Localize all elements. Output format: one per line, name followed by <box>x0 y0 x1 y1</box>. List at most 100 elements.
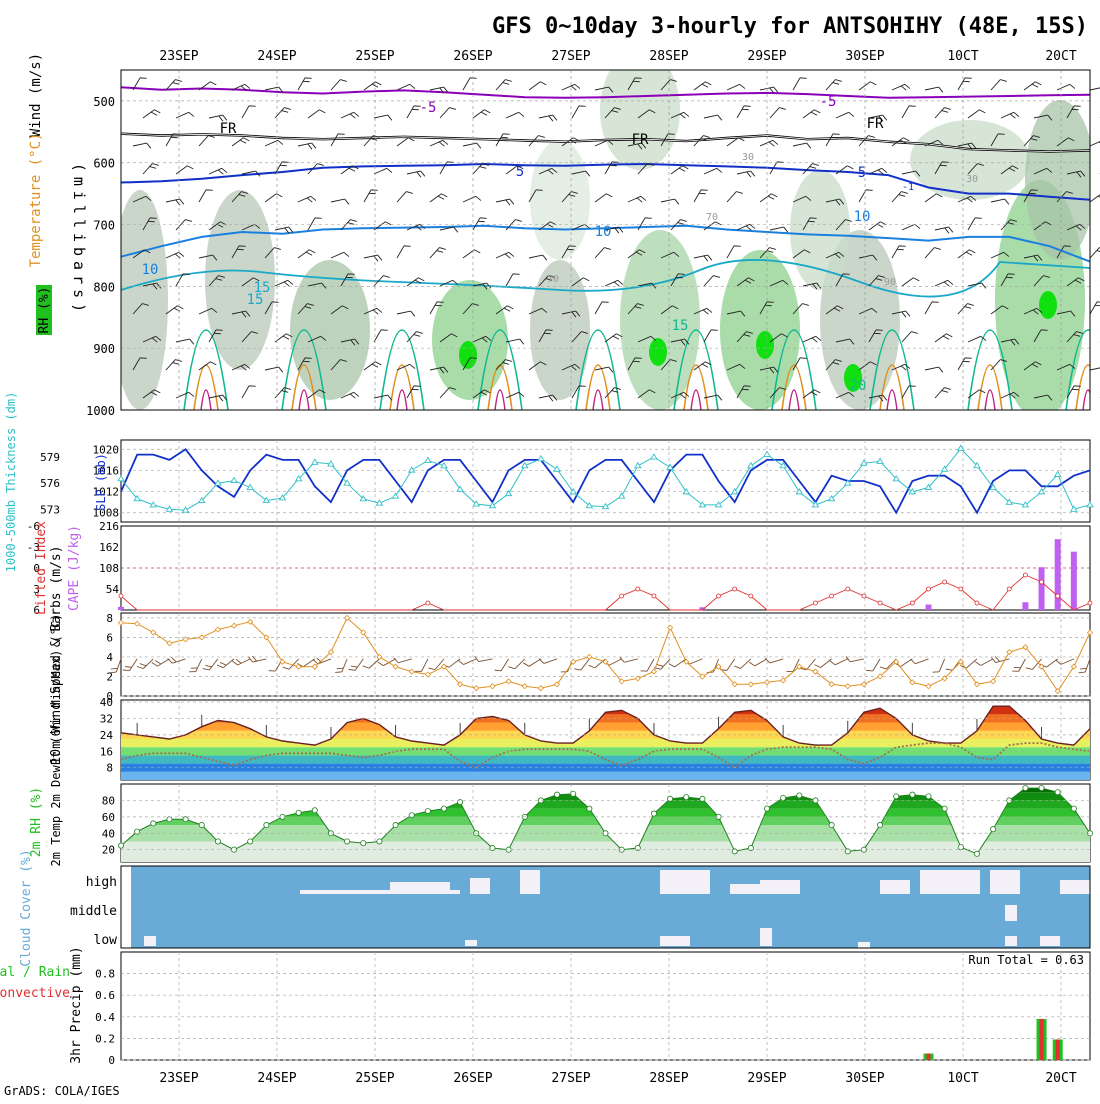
barb-staff <box>397 192 406 202</box>
barb-flag <box>849 111 854 118</box>
cape-ytick: 216 <box>99 520 119 533</box>
barb-staff <box>529 659 541 666</box>
barb-staff <box>342 659 347 672</box>
barb-flag <box>187 164 193 171</box>
barb-staff <box>479 659 493 662</box>
barb-staff <box>506 112 519 118</box>
wind-speed-point <box>845 684 850 689</box>
barb-flag <box>381 327 388 333</box>
barb-flag <box>579 103 586 109</box>
barb-flag <box>282 159 289 165</box>
surface-wind-barb <box>495 656 509 674</box>
barb-flag <box>217 663 223 670</box>
temperature-ytick: 40 <box>100 696 113 709</box>
barb-staff <box>130 659 138 671</box>
barb-flag <box>441 192 447 199</box>
rh-point <box>942 806 947 811</box>
barb-flag <box>944 385 950 391</box>
upper-wind-barb <box>694 80 711 95</box>
barb-staff <box>529 255 543 258</box>
precip-legend-total: Total / Rain <box>0 965 70 980</box>
rh-point <box>441 806 446 811</box>
cloud-level-label: middle <box>70 904 117 919</box>
barb-staff <box>473 110 484 118</box>
contour-label: 10 <box>595 224 612 240</box>
rh-ytick: 60 <box>102 811 115 824</box>
isotherm-25 <box>887 390 897 410</box>
barb-flag <box>245 83 250 90</box>
barb-flag <box>406 189 412 195</box>
rh-point <box>118 843 123 848</box>
upper-wind-barb <box>341 217 357 234</box>
rh-point <box>877 822 882 827</box>
contour-label: -1 <box>902 182 914 193</box>
barb-flag <box>152 161 158 167</box>
upper-wind-barb <box>694 187 708 205</box>
upper-wind-barb <box>166 251 184 263</box>
rh-point <box>910 792 915 797</box>
upper-wind-barb <box>925 366 943 375</box>
barb-staff <box>902 278 913 286</box>
upper-wind-barb <box>1001 111 1019 123</box>
temperature-axis-label: 2m Temp 2m DewPt (6hr Min/Max) (°C) <box>49 614 63 867</box>
wind-speed-point <box>490 684 495 689</box>
thickness-point <box>877 458 883 463</box>
barb-staff <box>529 82 540 90</box>
upper-wind-barb <box>727 189 743 206</box>
barb-staff <box>232 138 243 146</box>
upper-wind-barb <box>1090 245 1100 262</box>
barb-staff <box>925 302 932 314</box>
upper-wind-barb <box>1090 86 1100 95</box>
barb-staff <box>374 168 387 174</box>
rh-point <box>554 792 559 797</box>
barb-staff <box>793 78 800 90</box>
upper-wind-barb <box>826 131 840 149</box>
barb-flag <box>707 307 712 314</box>
barb-flag <box>939 366 943 372</box>
wind-speed-point <box>1007 650 1012 655</box>
date-label-bottom: 20CT <box>1045 1071 1076 1086</box>
barb-flag <box>866 187 873 193</box>
rh-point <box>587 806 592 811</box>
barb-staff <box>1090 140 1100 146</box>
date-label-bottom: 30SEP <box>845 1071 884 1086</box>
barb-staff <box>581 659 589 670</box>
rh-axis-label: RH (%) <box>37 287 52 334</box>
upper-wind-barb <box>275 279 293 291</box>
barb-staff <box>298 250 309 258</box>
barb-staff <box>496 80 505 90</box>
surface-wind-barb <box>415 656 428 674</box>
barb-staff <box>835 659 848 665</box>
upper-wind-barb <box>859 187 873 205</box>
slp-axis-label: SLP (mb) <box>94 453 108 511</box>
barb-flag <box>252 655 256 662</box>
contour-label: 70 <box>706 212 718 223</box>
barb-flag <box>740 83 745 90</box>
barb-flag <box>645 215 652 221</box>
thickness-point <box>312 459 318 464</box>
barb-flag <box>377 307 382 314</box>
barb-staff <box>807 659 816 670</box>
rh-point <box>151 821 156 826</box>
surface-wind-barb <box>217 654 234 669</box>
barb-flag <box>309 248 315 255</box>
surface-wind-barb <box>991 653 1009 663</box>
contour-label: 20 <box>850 378 867 394</box>
barb-flag <box>868 133 874 139</box>
wind-speed-point <box>861 682 866 687</box>
barb-staff <box>803 390 814 398</box>
rh-point <box>651 811 656 816</box>
upper-wind-barb <box>407 223 425 235</box>
upper-wind-barb <box>397 83 415 95</box>
barb-flag <box>812 161 818 167</box>
contour-label: FR <box>220 121 237 137</box>
rh-peak-shade <box>459 341 477 369</box>
barb-flag <box>975 660 980 667</box>
wind-speed-point <box>199 635 204 640</box>
barb-flag <box>944 105 950 111</box>
lifted-index-point <box>636 587 640 591</box>
surface-wind-barb <box>349 655 364 672</box>
rh-peak-shade <box>649 338 667 366</box>
cloud-cover-axis-label: Cloud Cover (%) <box>19 849 34 966</box>
lifted-index-point <box>943 580 947 584</box>
